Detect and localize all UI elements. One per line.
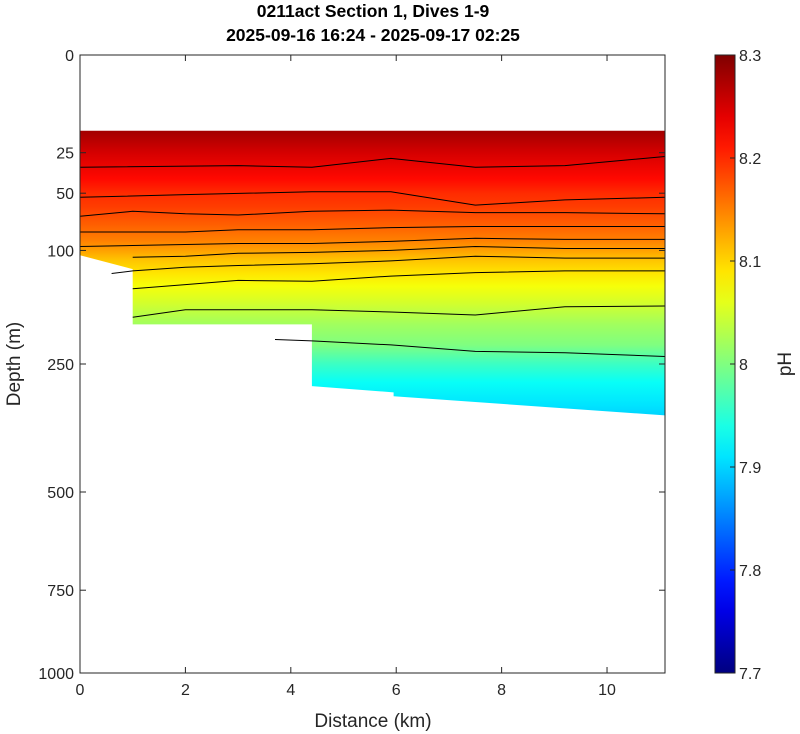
chart-title: 0211act Section 1, Dives 1-9 xyxy=(257,1,490,21)
y-axis-label: Depth (m) xyxy=(4,322,25,406)
plot-area xyxy=(80,130,665,416)
contour-line-10 xyxy=(274,339,665,357)
contour-line-1 xyxy=(80,156,665,168)
y-tick-label: 100 xyxy=(47,243,74,260)
colorbar-tick-label: 8.2 xyxy=(739,151,761,168)
y-tick-label: 50 xyxy=(56,186,74,203)
ph-section-fill xyxy=(80,130,665,416)
colorbar: 7.7 7.8 7.9 8 8.1 8.2 8.3 xyxy=(714,48,761,683)
chart-subtitle: 2025-09-16 16:24 - 2025-09-17 02:25 xyxy=(226,25,520,45)
colorbar-tick-label: 8.1 xyxy=(739,254,761,271)
y-axis: 0 25 50 100 250 500 750 1000 xyxy=(38,48,665,683)
contour-line-8 xyxy=(132,270,665,290)
x-tick-label: 8 xyxy=(497,682,506,699)
contour-line-9 xyxy=(132,305,665,318)
colorbar-label: pH xyxy=(775,352,796,376)
x-tick-label: 0 xyxy=(76,682,85,699)
y-tick-label: 1000 xyxy=(38,666,74,683)
y-tick-label: 0 xyxy=(65,48,74,65)
colorbar-tick-label: 8 xyxy=(739,357,748,374)
colorbar-tick-label: 7.9 xyxy=(739,460,761,477)
colorbar-tick-label: 7.8 xyxy=(739,563,761,580)
x-axis-label: Distance (km) xyxy=(314,711,431,732)
y-tick-label: 500 xyxy=(47,485,74,502)
contour-line-5 xyxy=(80,237,665,247)
contour-line-4 xyxy=(80,226,665,233)
contour-line-6 xyxy=(132,245,665,258)
x-tick-label: 2 xyxy=(181,682,190,699)
colorbar-tick-label: 8.3 xyxy=(739,48,761,65)
contour-line-2 xyxy=(80,191,665,206)
x-tick-label: 6 xyxy=(392,682,401,699)
contour-line-7 xyxy=(111,255,665,274)
x-tick-label: 10 xyxy=(598,682,616,699)
x-tick-label: 4 xyxy=(286,682,295,699)
x-axis: 0 2 4 6 8 10 xyxy=(76,55,616,699)
contour-line-3 xyxy=(80,209,665,217)
y-tick-label: 25 xyxy=(56,146,74,163)
y-tick-label: 250 xyxy=(47,357,74,374)
colorbar-tick-label: 7.7 xyxy=(739,666,761,683)
contour-lines xyxy=(80,156,665,357)
y-tick-label: 750 xyxy=(47,583,74,600)
